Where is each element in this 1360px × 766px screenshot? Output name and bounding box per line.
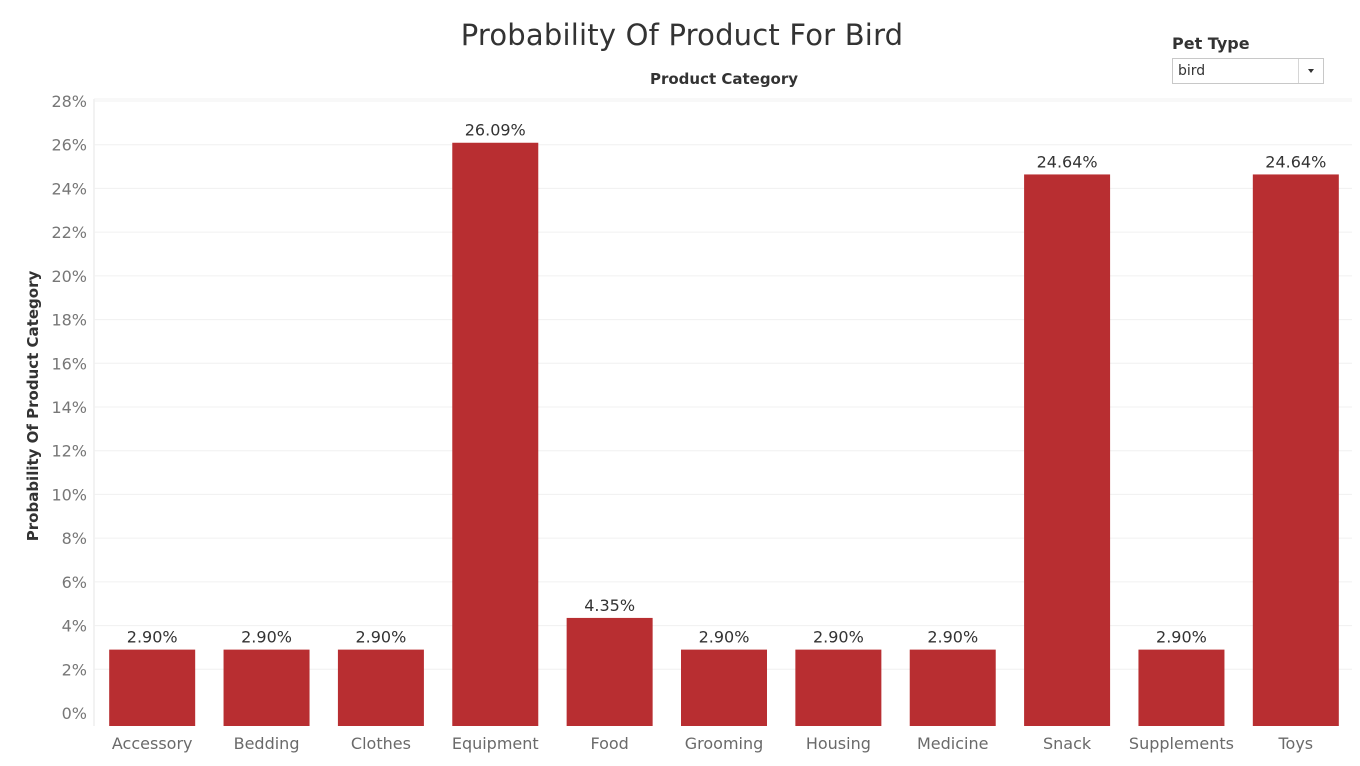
data-label: 24.64%: [1037, 152, 1098, 171]
bar[interactable]: [681, 649, 767, 726]
y-tick-label: 26%: [51, 136, 87, 155]
data-label: 24.64%: [1265, 152, 1326, 171]
bar[interactable]: [452, 142, 539, 727]
y-tick-label: 20%: [51, 267, 87, 286]
data-label: 2.90%: [127, 628, 178, 647]
x-category-label: Toys: [1277, 734, 1313, 753]
x-category-label: Food: [590, 734, 628, 753]
y-tick-label: 16%: [51, 354, 87, 373]
chart-title: Probability Of Product For Bird: [460, 18, 904, 52]
y-tick-label: 0%: [62, 704, 87, 723]
bar[interactable]: [337, 649, 424, 726]
data-label: 2.90%: [813, 628, 864, 647]
y-tick-label: 12%: [51, 442, 87, 461]
data-labels: 2.90% 2.90% 2.90% 26.09% 4.35% 2.90% 2.90% 2.90…: [127, 121, 1327, 647]
data-label: 2.90%: [355, 628, 406, 647]
data-label: 2.90%: [927, 628, 978, 647]
x-category-label: Snack: [1043, 734, 1092, 753]
x-category-label: Supplements: [1129, 734, 1234, 753]
pet-type-filter: Pet Type bird: [1172, 34, 1332, 84]
data-label: 2.90%: [1156, 628, 1207, 647]
data-label: 2.90%: [699, 628, 750, 647]
pet-type-dropdown[interactable]: bird: [1172, 58, 1324, 84]
chevron-down-icon[interactable]: [1308, 69, 1314, 73]
y-tick-label: 8%: [62, 529, 87, 548]
y-tick-label: 10%: [51, 485, 87, 504]
bars: [109, 142, 1339, 727]
bar[interactable]: [1252, 174, 1339, 726]
x-category-label: Housing: [806, 734, 871, 753]
y-tick-label: 24%: [51, 179, 87, 198]
bar[interactable]: [1138, 649, 1225, 726]
dropdown-value: bird: [1178, 63, 1206, 79]
y-axis-title: Probability Of Product Category: [24, 271, 42, 542]
bar[interactable]: [909, 649, 996, 726]
x-category-label: Bedding: [234, 734, 300, 753]
dropdown-divider: [1298, 59, 1299, 83]
y-tick-label: 2%: [62, 660, 87, 679]
data-label: 2.90%: [241, 628, 292, 647]
y-axis-ticks: 0% 2% 4% 6% 8% 10% 12% 14% 16% 18% 20% 22% 24% 26% 28%: [51, 92, 87, 723]
y-tick-label: 18%: [51, 311, 87, 330]
bar[interactable]: [795, 649, 882, 726]
bar[interactable]: [566, 617, 653, 726]
bar[interactable]: [109, 649, 196, 726]
bar[interactable]: [223, 649, 310, 726]
x-category-label: Equipment: [452, 734, 539, 753]
data-label: 4.35%: [584, 596, 635, 615]
x-category-label: Clothes: [351, 734, 411, 753]
filter-label: Pet Type: [1172, 34, 1250, 53]
x-category-label: Medicine: [917, 734, 988, 753]
data-label: 26.09%: [465, 121, 526, 140]
y-tick-label: 4%: [62, 617, 87, 636]
y-tick-label: 28%: [51, 92, 87, 111]
bar[interactable]: [1024, 174, 1111, 726]
x-category-label: Grooming: [685, 734, 764, 753]
x-axis-title: Product Category: [650, 70, 798, 88]
y-tick-label: 6%: [62, 573, 87, 592]
x-axis-categories: Accessory Bedding Clothes Equipment Food Groo…: [112, 734, 1313, 753]
x-category-label: Accessory: [112, 734, 193, 753]
y-tick-label: 14%: [51, 398, 87, 417]
y-tick-label: 22%: [51, 223, 87, 242]
